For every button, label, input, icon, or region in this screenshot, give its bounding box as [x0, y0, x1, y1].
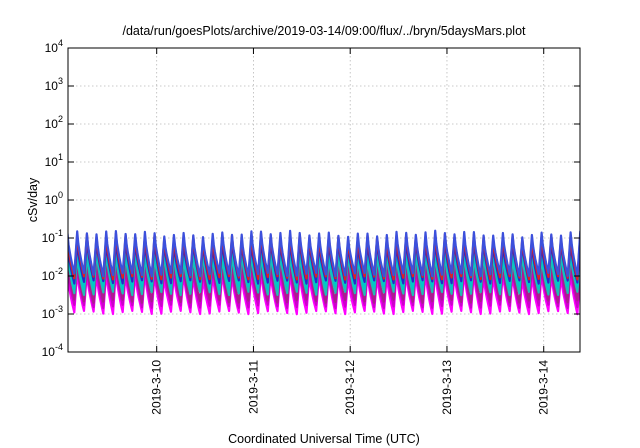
- x-tick-label: 2019-3-12: [343, 360, 357, 415]
- x-tick-label: 2019-3-11: [246, 360, 260, 414]
- y-tick-base: 10: [45, 79, 59, 93]
- y-tick-label: 10-4: [42, 342, 63, 359]
- y-tick-exponent: -2: [55, 266, 63, 276]
- y-tick-base: 10: [42, 307, 56, 321]
- y-tick-label: 10-3: [42, 304, 63, 321]
- y-tick-label: 100: [45, 190, 63, 207]
- y-tick-exponent: -3: [55, 304, 63, 314]
- y-tick-exponent: -1: [55, 228, 63, 238]
- y-tick-base: 10: [42, 345, 56, 359]
- x-tick-label: 2019-3-14: [537, 360, 551, 415]
- y-tick-exponent: 0: [58, 190, 63, 200]
- y-tick-label: 103: [45, 76, 63, 93]
- y-tick-label: 104: [45, 38, 63, 55]
- y-tick-base: 10: [45, 117, 59, 131]
- y-tick-base: 10: [45, 155, 59, 169]
- y-tick-label: 101: [45, 152, 63, 169]
- y-tick-base: 10: [45, 193, 59, 207]
- grid: [68, 48, 580, 352]
- x-axis-label: Coordinated Universal Time (UTC): [228, 432, 420, 446]
- y-tick-exponent: 2: [58, 114, 63, 124]
- x-ticks: 2019-3-10 2019-3-11 2019-3-12 2019-3-13 2019…: [150, 48, 551, 415]
- y-tick-label: 10-2: [42, 266, 63, 283]
- y-tick-base: 10: [42, 269, 56, 283]
- series-line-7: [68, 229, 580, 278]
- y-axis-label: cSv/day: [26, 177, 40, 222]
- chart-title: /data/run/goesPlots/archive/2019-03-14/0…: [122, 24, 526, 38]
- y-tick-exponent: -4: [55, 342, 63, 352]
- x-tick-label: 2019-3-13: [440, 360, 454, 415]
- x-tick-label: 2019-3-10: [150, 360, 164, 415]
- y-tick-base: 10: [42, 231, 56, 245]
- y-tick-exponent: 3: [58, 76, 63, 86]
- y-tick-label: 10-1: [42, 228, 63, 245]
- series-group: [68, 229, 580, 316]
- y-tick-exponent: 4: [58, 38, 63, 48]
- y-tick-base: 10: [45, 41, 59, 55]
- y-tick-exponent: 1: [58, 152, 63, 162]
- y-tick-label: 102: [45, 114, 63, 131]
